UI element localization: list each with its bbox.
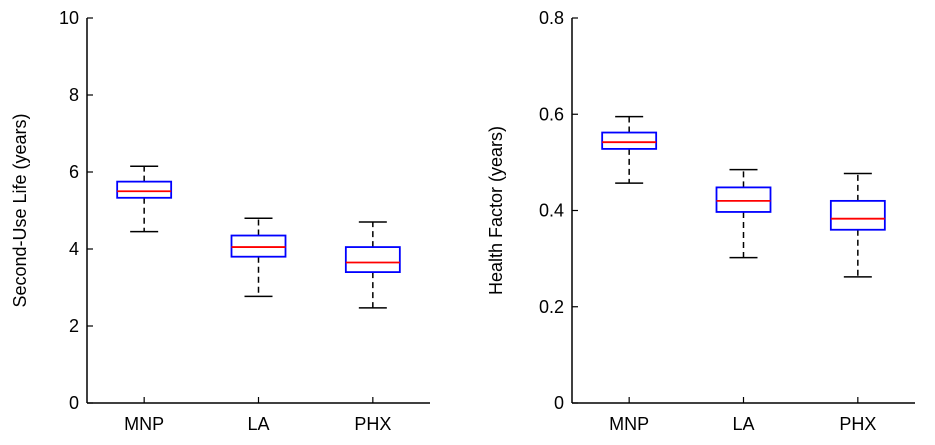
y-tick-label: 10 bbox=[59, 8, 79, 28]
y-tick-label: 6 bbox=[69, 162, 79, 182]
y-axis-label: Second-Use Life (years) bbox=[10, 113, 30, 307]
y-tick-label: 0.4 bbox=[539, 201, 564, 221]
x-tick-label: MNP bbox=[124, 414, 164, 434]
interquartile-box bbox=[829, 199, 886, 231]
interquartile-box bbox=[715, 186, 772, 213]
interquartile-box bbox=[230, 234, 287, 258]
x-tick-label: PHX bbox=[354, 414, 391, 434]
x-tick-label: LA bbox=[732, 414, 754, 434]
box-mnp bbox=[116, 165, 173, 233]
x-tick-label: PHX bbox=[839, 414, 876, 434]
y-tick-label: 0.8 bbox=[539, 8, 564, 28]
x-tick-label: MNP bbox=[609, 414, 649, 434]
right-box-plot-panel: 0 0.2 0.4 0.6 0.8 MNP LA PHX Health Factor (year… bbox=[486, 8, 915, 434]
interquartile-box bbox=[116, 180, 173, 199]
x-tick-label: LA bbox=[247, 414, 269, 434]
box-la bbox=[715, 168, 772, 259]
y-tick-label: 2 bbox=[69, 316, 79, 336]
y-tick-label: 0 bbox=[69, 393, 79, 413]
box-phx bbox=[344, 221, 401, 309]
y-tick-label: 4 bbox=[69, 239, 79, 259]
y-tick-label: 8 bbox=[69, 85, 79, 105]
interquartile-box bbox=[601, 131, 658, 150]
box-phx bbox=[829, 172, 886, 278]
y-axis-label: Health Factor (years) bbox=[486, 126, 506, 295]
y-tick-label: 0.2 bbox=[539, 297, 564, 317]
left-box-plot-panel: 0 2 4 6 8 10 MNP LA PHX Second-Use Life (years) bbox=[10, 8, 430, 434]
y-tick-label: 0.6 bbox=[539, 104, 564, 124]
y-tick-label: 0 bbox=[554, 393, 564, 413]
box-la bbox=[230, 217, 287, 298]
interquartile-box bbox=[344, 246, 401, 273]
box-mnp bbox=[601, 115, 658, 184]
